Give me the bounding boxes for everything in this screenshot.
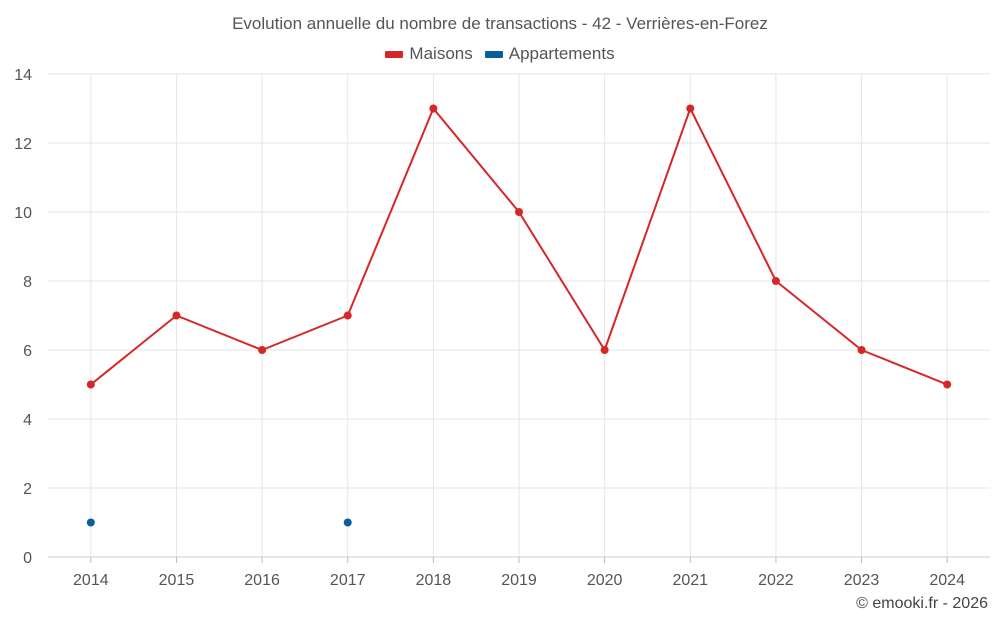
x-tick-label-2016: 2016 [244, 572, 280, 589]
y-tick-label-10: 10 [14, 205, 32, 222]
legend-item-maisons[interactable]: Maisons [385, 44, 473, 64]
legend-item-appartements[interactable]: Appartements [484, 44, 615, 64]
legend-swatch-maisons [385, 50, 404, 58]
y-tick-label-4: 4 [23, 412, 32, 429]
y-tick-label-12: 12 [14, 136, 32, 153]
x-tick-label-2023: 2023 [844, 572, 880, 589]
data-point-maisons-2021 [686, 104, 695, 113]
data-point-maisons-2020 [600, 346, 609, 354]
data-point-maisons-2015 [172, 311, 181, 320]
chart-title: Evolution annuelle du nombre de transact… [232, 14, 768, 33]
x-tick-label-2018: 2018 [416, 572, 452, 589]
y-tick-label-8: 8 [23, 274, 32, 291]
x-tick-label-2024: 2024 [929, 572, 965, 589]
y-tick-label-14: 14 [14, 67, 32, 84]
data-point-maisons-2014 [86, 380, 95, 389]
y-tick-label-0: 0 [23, 550, 32, 567]
y-tick-label-2: 2 [23, 481, 32, 498]
data-point-maisons-2016 [258, 346, 267, 354]
data-point-maisons-2022 [771, 277, 780, 285]
x-tick-label-2020: 2020 [587, 572, 623, 589]
x-tick-label-2015: 2015 [159, 572, 195, 589]
legend: Maisons Appartements [0, 44, 1000, 64]
data-point-maisons-2023 [857, 346, 866, 354]
data-point-maisons-2019 [515, 208, 523, 216]
legend-label-appartements: Appartements [508, 44, 615, 63]
data-point-appartements-2014 [86, 518, 95, 527]
x-tick-label-2017: 2017 [330, 572, 366, 589]
x-tick-label-2021: 2021 [672, 572, 708, 589]
x-tick-label-2014: 2014 [73, 572, 109, 589]
data-point-maisons-2018 [429, 104, 438, 113]
data-point-appartements-2017 [343, 518, 352, 527]
y-tick-label-6: 6 [23, 343, 32, 360]
x-tick-label-2022: 2022 [758, 572, 794, 589]
legend-label-maisons: Maisons [409, 44, 473, 63]
data-point-maisons-2024 [943, 380, 952, 389]
legend-swatch-appartements [484, 50, 503, 58]
x-tick-label-2019: 2019 [501, 572, 537, 589]
credit-text: © emooki.fr - 2026 [856, 595, 988, 612]
data-point-maisons-2017 [343, 311, 352, 320]
